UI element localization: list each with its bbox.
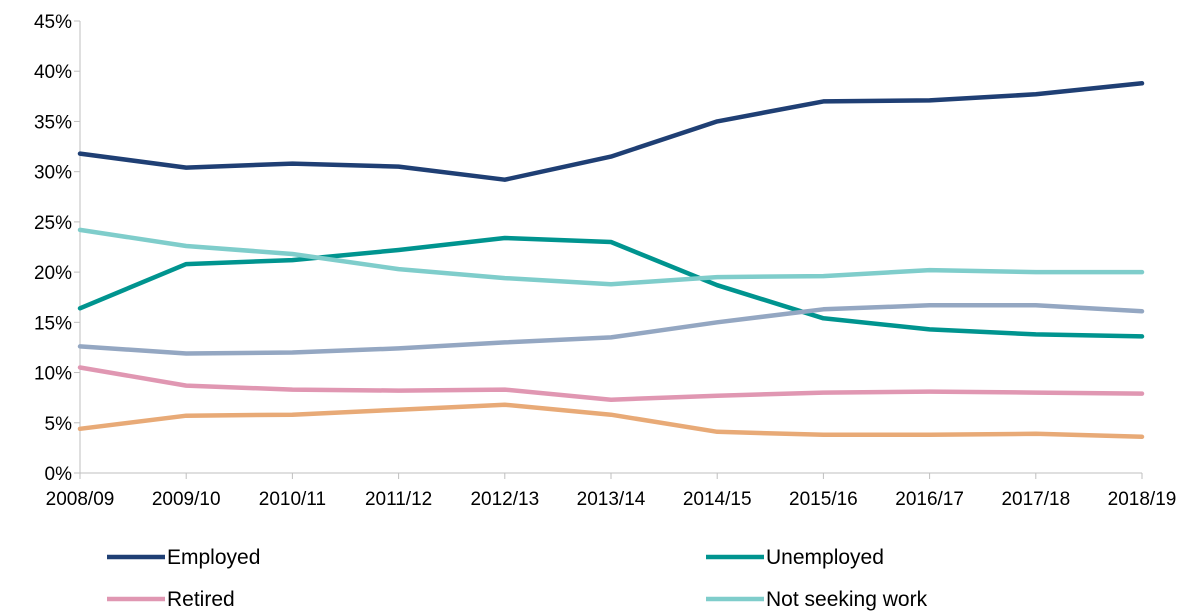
series-line-unemployed xyxy=(77,235,1145,339)
x-tick-label: 2008/09 xyxy=(46,489,115,510)
y-tick-label: 0% xyxy=(45,464,73,485)
chart-legend: Employed Unemployed Retired Not seeking wor… xyxy=(107,546,928,611)
x-tick-label: 2016/17 xyxy=(895,489,964,510)
legend-item: Employed xyxy=(107,546,260,569)
y-tick-label: 20% xyxy=(34,263,72,284)
x-tick-label: 2015/16 xyxy=(789,489,858,510)
legend-item: Unemployed xyxy=(706,546,884,569)
series-layer xyxy=(77,81,1145,440)
x-tick-label: 2011/12 xyxy=(365,489,432,510)
y-tick-label: 35% xyxy=(34,112,72,133)
series-line-retired xyxy=(77,365,1145,402)
y-tick-label: 10% xyxy=(34,364,72,385)
series-line-not-seeking-work xyxy=(77,227,1145,287)
x-tick-label: 2017/18 xyxy=(1001,489,1070,510)
series-line-employed xyxy=(77,81,1145,182)
series-line-series-5 xyxy=(77,303,1145,356)
y-tick-label: 5% xyxy=(45,414,73,435)
x-tick-label: 2010/11 xyxy=(259,489,326,510)
legend-label: Not seeking work xyxy=(766,588,928,611)
chart-axes: 0% 5% 10% 15% 20% 25% 30% 35% 40% 45% 2008/09 2009/… xyxy=(34,12,1176,510)
y-tick-label: 40% xyxy=(34,62,72,83)
x-tick-label: 2009/10 xyxy=(152,489,221,510)
y-tick-label: 45% xyxy=(34,12,72,33)
x-tick-label: 2013/14 xyxy=(577,489,646,510)
x-tick-label: 2018/19 xyxy=(1108,489,1177,510)
legend-label: Retired xyxy=(167,588,235,611)
legend-item: Retired xyxy=(107,588,235,611)
y-tick-label: 30% xyxy=(34,163,72,184)
x-tick-label: 2012/13 xyxy=(470,489,539,510)
legend-item: Not seeking work xyxy=(706,588,928,611)
series-line-series-6 xyxy=(77,402,1145,440)
x-tick-label: 2014/15 xyxy=(683,489,752,510)
y-tick-label: 15% xyxy=(34,313,72,334)
legend-label: Employed xyxy=(167,546,260,569)
legend-label: Unemployed xyxy=(766,546,884,569)
y-tick-label: 25% xyxy=(34,213,72,234)
